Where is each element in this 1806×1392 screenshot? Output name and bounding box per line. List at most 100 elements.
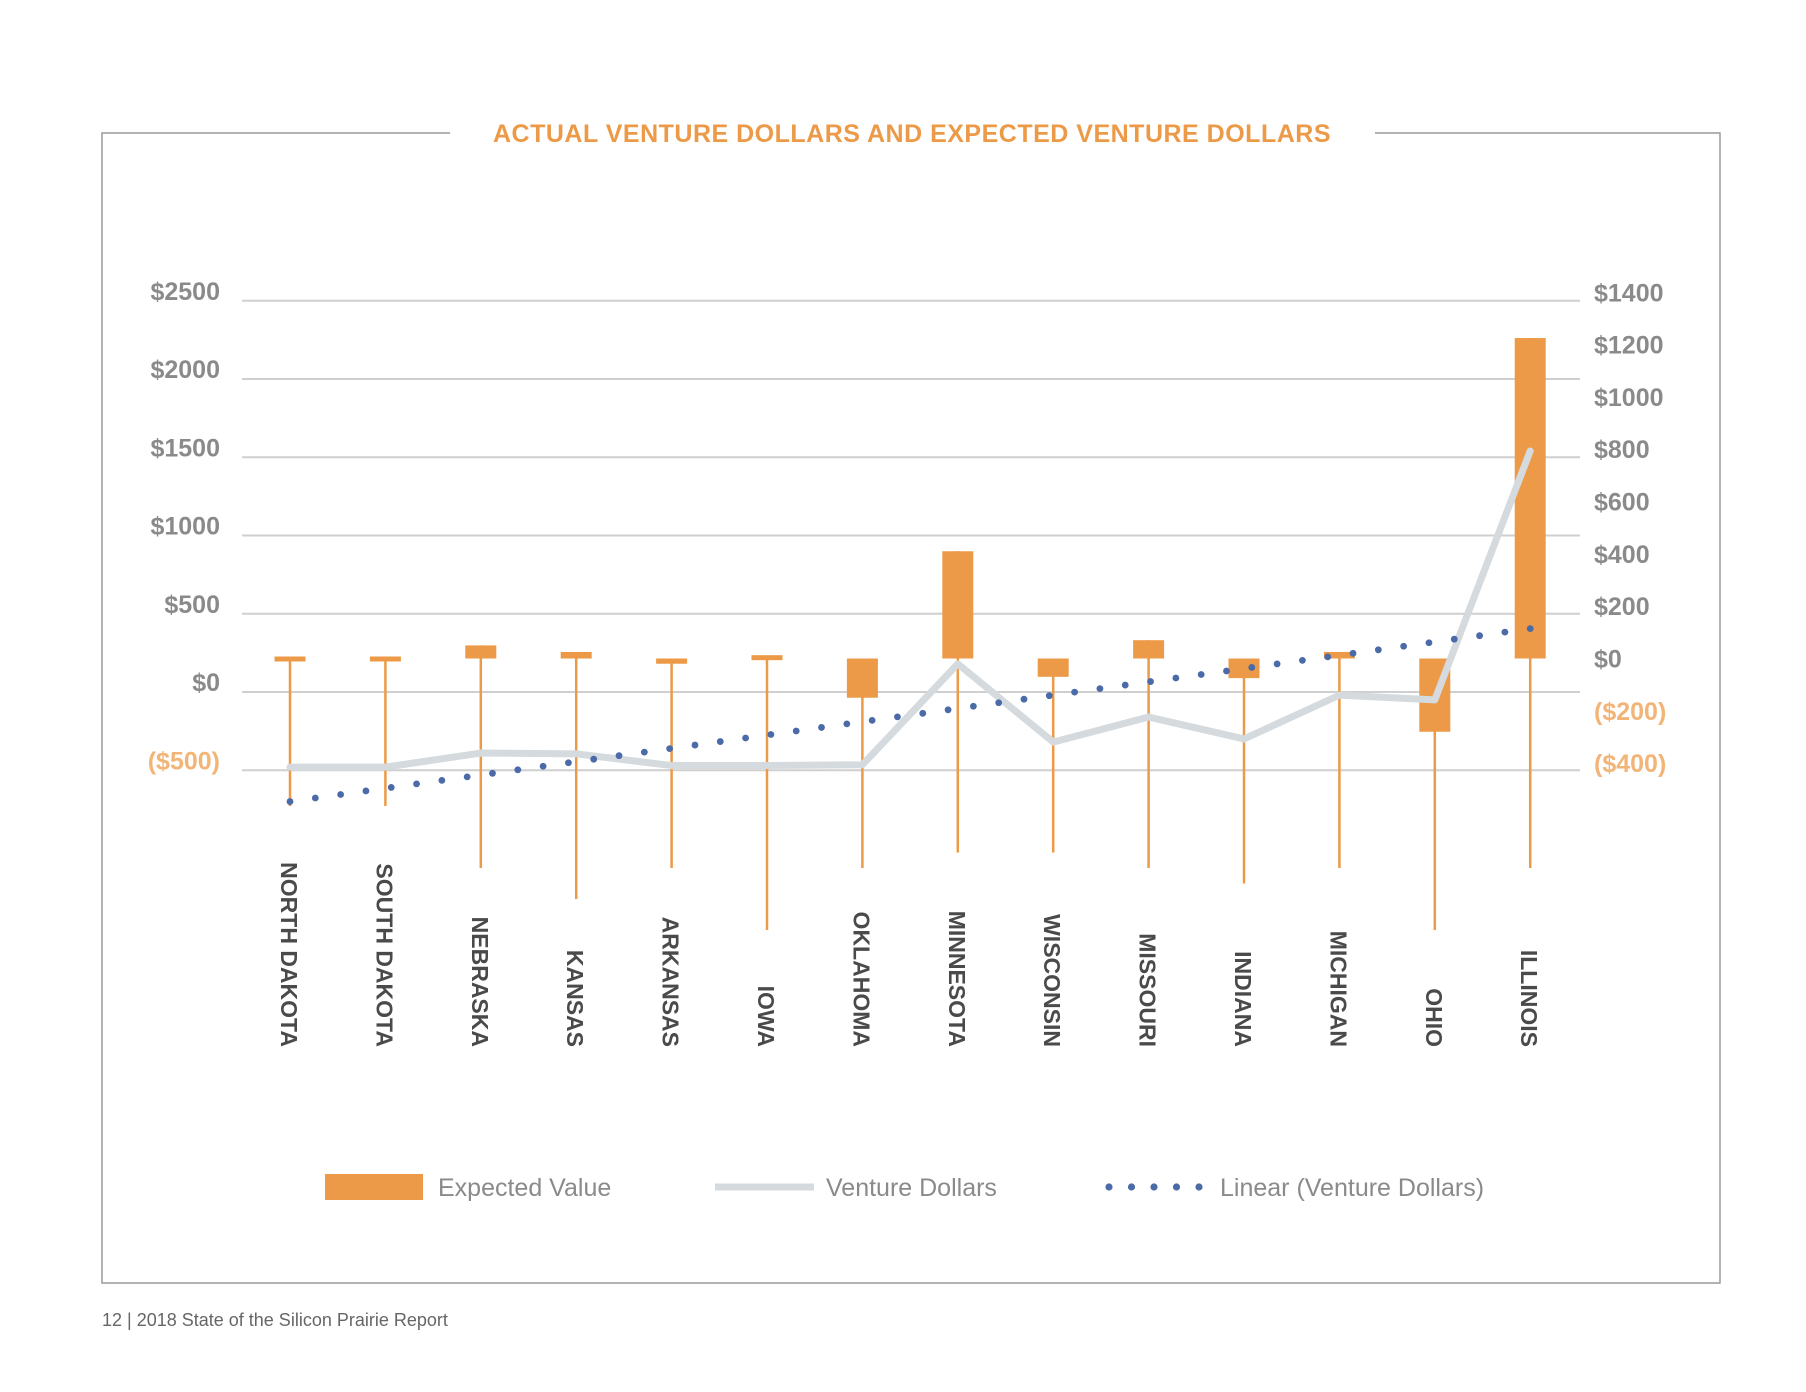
category-label: MISSOURI	[1135, 933, 1161, 1047]
expected-value-bar	[1133, 640, 1165, 659]
linear-trend-dot	[1450, 635, 1458, 643]
category-label: IOWA	[753, 986, 779, 1047]
right-tick-label: $200	[1594, 593, 1650, 621]
linear-trend-dot	[742, 734, 749, 742]
category-label: WISCONSIN	[1039, 914, 1065, 1047]
category-label: MICHIGAN	[1325, 931, 1351, 1047]
gridlines	[242, 299, 1580, 772]
legend-swatch-dot	[1195, 1183, 1203, 1191]
expected-value-bar	[942, 551, 974, 659]
linear-trend-dot	[337, 791, 345, 798]
linear-trend-dot	[868, 716, 876, 724]
linear-trend-dot	[286, 798, 294, 805]
linear-trend-dot	[1273, 660, 1281, 668]
linear-trend-dot	[1425, 639, 1433, 647]
category-labels: NORTH DAKOTA SOUTH DAKOTA NEBRASKA KANSAS AR…	[276, 862, 1542, 1047]
linear-trend-dot	[1096, 685, 1104, 693]
right-tick-label: $1400	[1594, 279, 1664, 307]
linear-trend-dot	[1400, 642, 1408, 650]
expected-value-bar	[846, 658, 878, 698]
linear-trend-dot	[565, 759, 572, 767]
legend-label: Expected Value	[438, 1174, 611, 1202]
linear-trend-dot	[1501, 628, 1509, 636]
expected-value-bar	[1228, 658, 1260, 679]
category-label: SOUTH DAKOTA	[371, 863, 397, 1047]
linear-trend-dot	[590, 755, 598, 763]
category-label: NEBRASKA	[467, 917, 493, 1047]
linear-trend-dot	[1248, 664, 1256, 671]
right-tick-label: ($400)	[1594, 750, 1666, 778]
chart-title: ACTUAL VENTURE DOLLARS AND EXPECTED VENT…	[493, 120, 1331, 148]
linear-trend-dot	[1526, 625, 1534, 633]
linear-trend-dot	[995, 699, 1003, 707]
linear-trend-dot	[615, 752, 623, 760]
expected-value-bar	[369, 656, 401, 662]
legend-swatch-dot	[1150, 1183, 1158, 1191]
linear-trend-dot	[1476, 632, 1483, 640]
venture-dollars-line	[286, 447, 1534, 771]
left-tick-label: $0	[192, 669, 220, 697]
linear-trend-dot	[818, 724, 825, 731]
linear-trend-dot	[1121, 681, 1129, 689]
left-tick-label: $500	[164, 591, 220, 619]
expected-value-bar	[1323, 651, 1355, 659]
linear-trend-dot	[1172, 674, 1180, 682]
linear-trend-dot	[362, 787, 370, 795]
linear-trend-dot	[463, 773, 471, 781]
linear-trend-dot	[438, 776, 446, 784]
linear-trend-dot	[640, 748, 648, 756]
left-tick-label: $1500	[150, 434, 220, 462]
linear-trend-dot	[1147, 678, 1154, 685]
expected-value-bar	[1514, 338, 1546, 659]
right-tick-label: $1000	[1594, 384, 1664, 412]
left-tick-label: $2000	[150, 356, 220, 384]
category-label: ARKANSAS	[658, 917, 684, 1047]
legend: Expected Value Venture Dollars Linear (Ven…	[325, 1174, 1484, 1202]
linear-trend-dot	[843, 720, 851, 728]
venture-dollars-series-line	[286, 447, 1534, 771]
right-tick-label: ($200)	[1594, 698, 1666, 726]
legend-swatch-dot	[1127, 1183, 1136, 1191]
category-label: KANSAS	[562, 950, 588, 1047]
left-tick-label: $2500	[150, 278, 220, 306]
category-label: NORTH DAKOTA	[276, 862, 302, 1047]
expected-value-bar	[560, 651, 592, 659]
left-tick-label: ($500)	[148, 747, 220, 775]
left-tick-label: $1000	[150, 513, 220, 541]
category-label: ILLINOIS	[1516, 950, 1542, 1047]
category-label: INDIANA	[1230, 951, 1256, 1047]
right-tick-label: $800	[1594, 436, 1650, 464]
linear-trend-dot	[1223, 667, 1230, 675]
linear-trend-dot	[1374, 646, 1382, 654]
linear-trend-dot	[387, 784, 395, 791]
right-tick-label: $1200	[1594, 332, 1664, 360]
expected-value-bar	[656, 658, 688, 664]
linear-trend-dot	[514, 766, 522, 774]
legend-swatch-expected-value	[325, 1174, 423, 1200]
linear-trend-dot	[691, 741, 699, 749]
linear-trend-dot	[969, 702, 977, 710]
linear-trend-dot	[767, 731, 775, 738]
legend-label: Linear (Venture Dollars)	[1220, 1174, 1484, 1202]
legend-swatch-dot	[1105, 1183, 1113, 1191]
linear-trend-dot	[489, 769, 496, 777]
category-label: OHIO	[1421, 988, 1447, 1047]
linear-trend-dot	[792, 727, 800, 735]
linear-trend-dot	[1071, 688, 1079, 696]
page-footer: 12 | 2018 State of the Silicon Prairie R…	[102, 1310, 448, 1330]
expected-value-bar	[751, 655, 783, 661]
linear-trend-dot	[311, 794, 319, 802]
expected-value-bar	[465, 645, 497, 659]
right-tick-label: $600	[1594, 489, 1650, 517]
left-axis-ticks: $2500 $2000 $1500 $1000 $500 $0 ($500)	[148, 278, 220, 776]
linear-trend-dot	[1349, 649, 1357, 657]
right-tick-label: $400	[1594, 541, 1650, 569]
linear-trend-dot	[894, 713, 901, 721]
linear-trend-dot	[666, 745, 674, 753]
linear-trend-dot	[413, 780, 420, 788]
linear-trend-dot	[1197, 671, 1205, 678]
expected-value-bar	[274, 656, 306, 662]
linear-trend-dot	[944, 706, 952, 714]
linear-trend-dot	[539, 762, 547, 770]
legend-swatch-dot	[1172, 1183, 1181, 1191]
